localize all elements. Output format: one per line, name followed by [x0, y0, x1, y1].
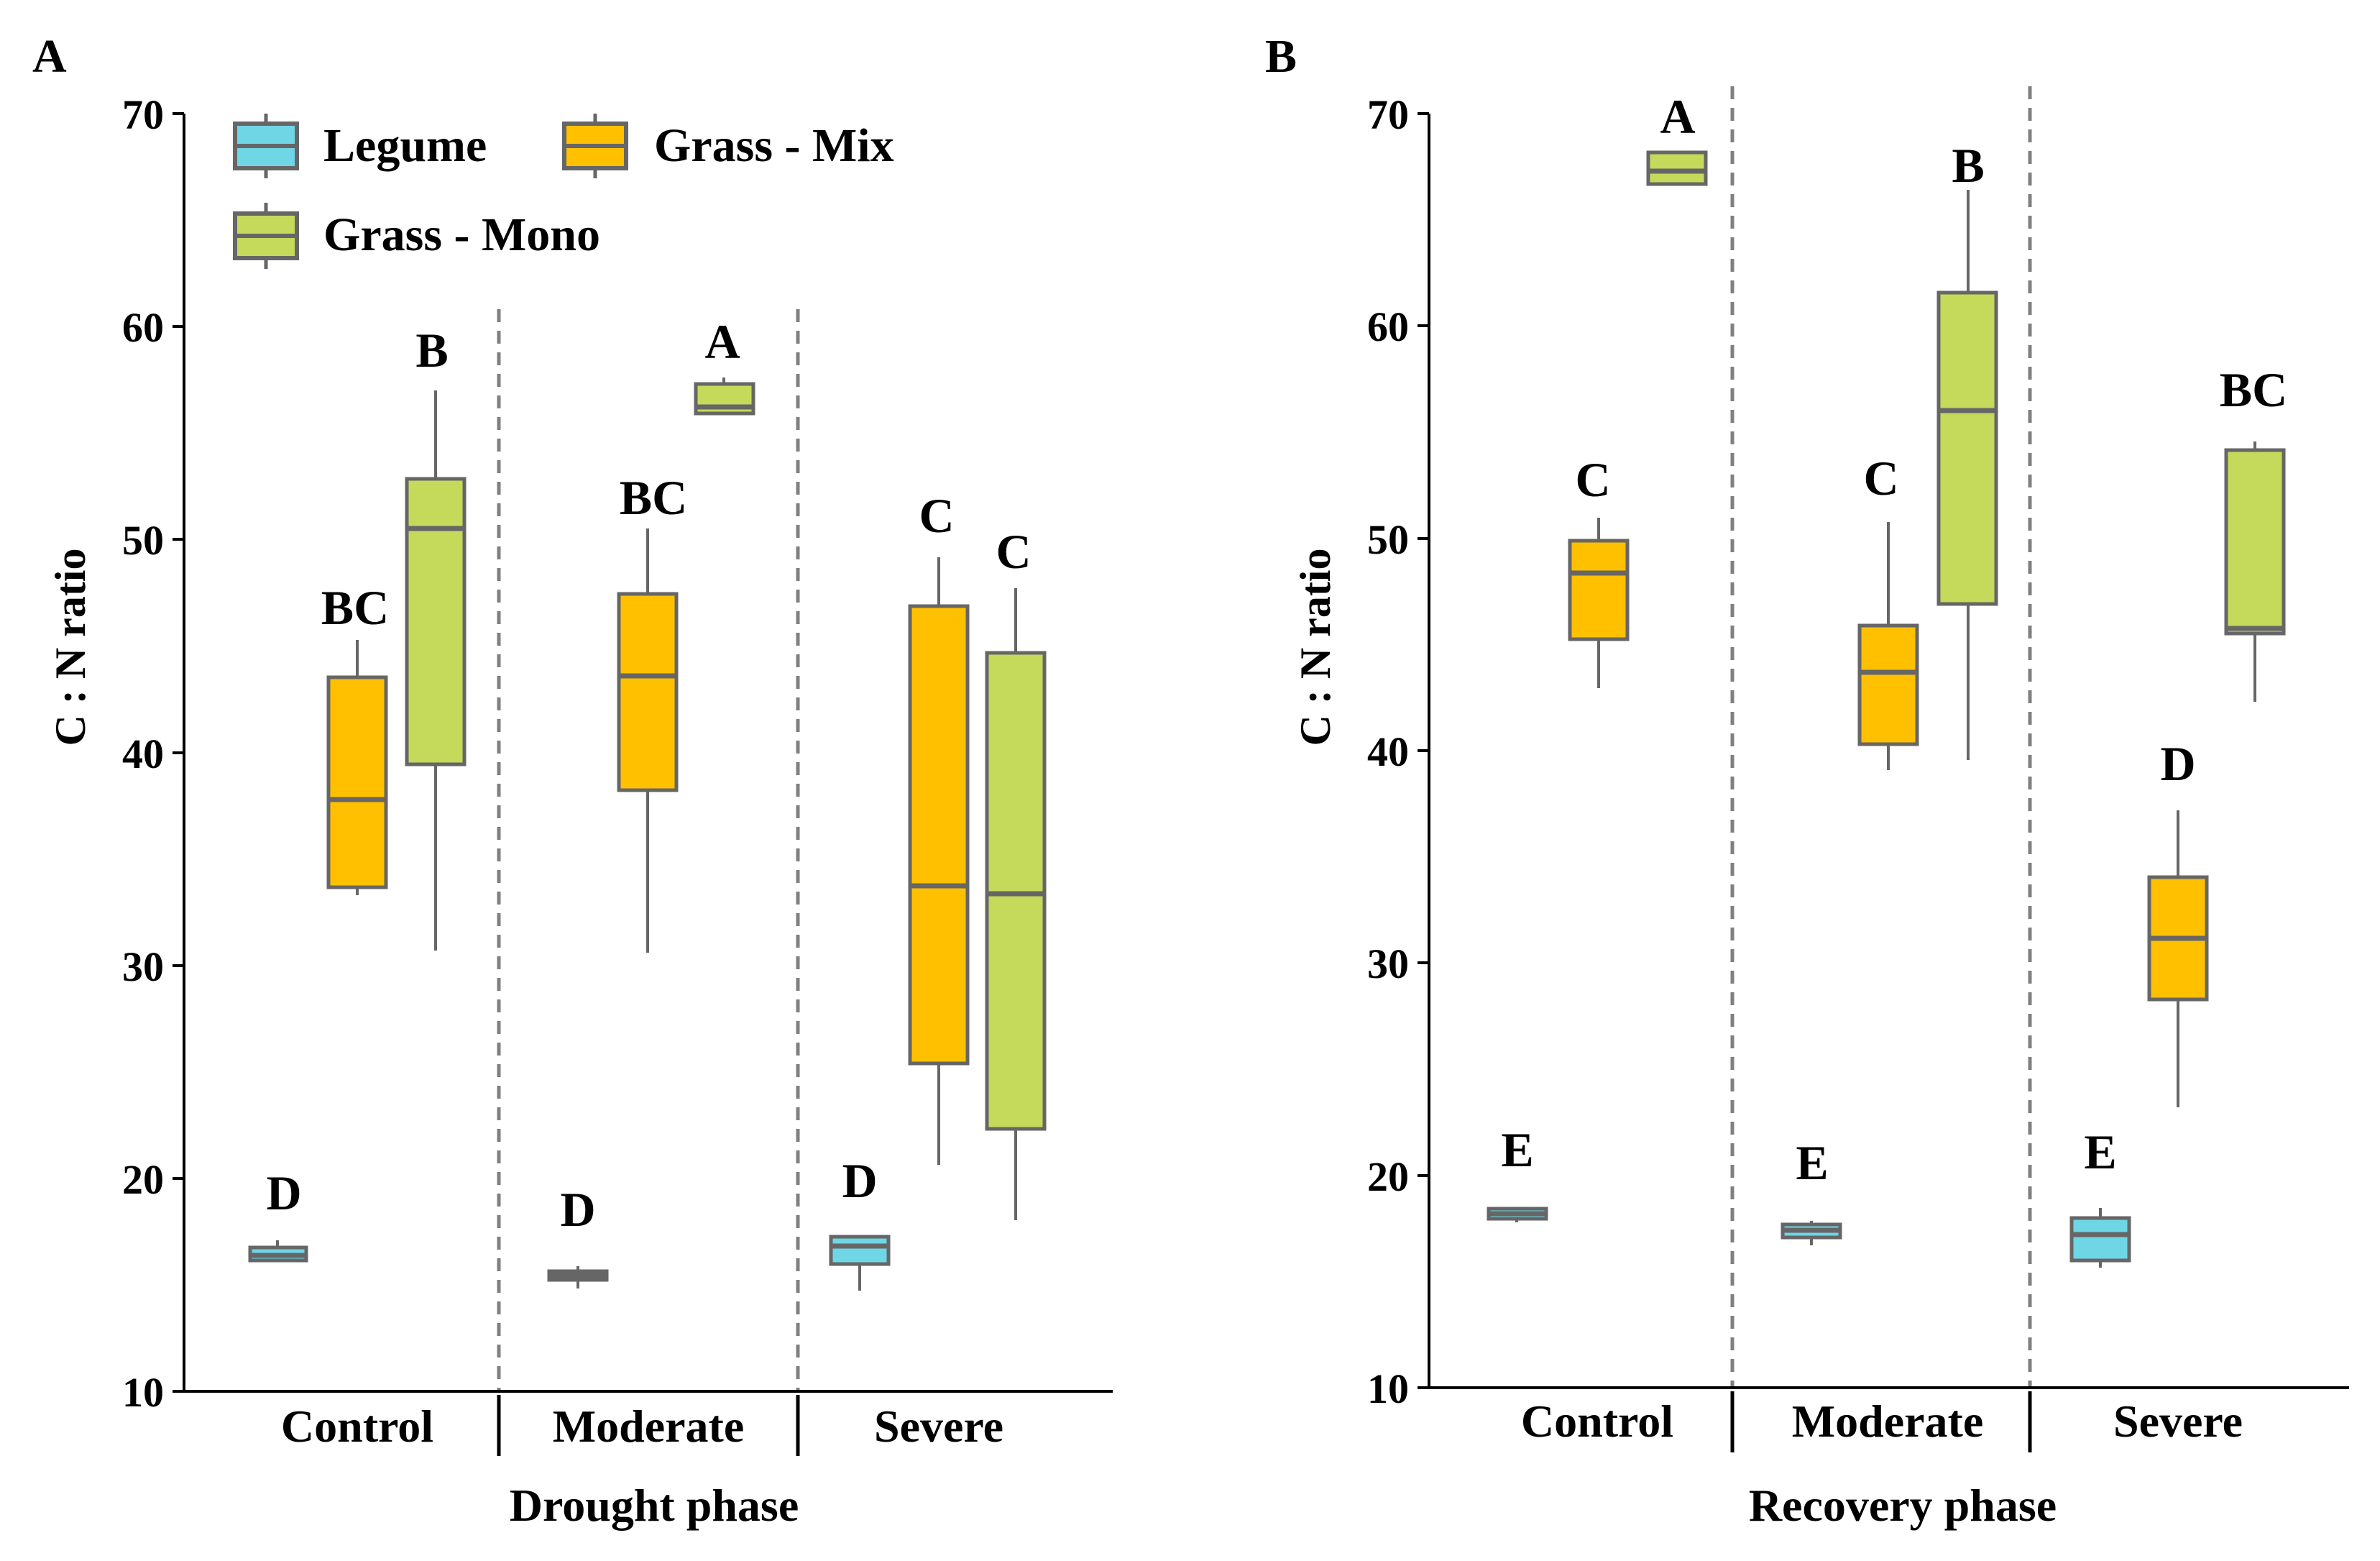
letter-b-mono-severe: BC	[2220, 362, 2287, 417]
legend-label-legume: Legume	[323, 119, 487, 172]
panel-a-ylabel: C : N ratio	[47, 549, 94, 746]
legend: Legume Grass - Mix Grass - Mono	[233, 114, 894, 269]
box-a-mix-severe: C	[908, 488, 970, 1165]
ytick-label: 20	[122, 1156, 164, 1203]
xtick-label-control: Control	[281, 1401, 433, 1452]
letter-b-legume-moderate: E	[1796, 1135, 1828, 1190]
letter-b-mono-moderate: B	[1952, 138, 1984, 193]
ytick-label: 40	[122, 731, 164, 777]
panel-a-xlabel: Drought phase	[510, 1480, 799, 1531]
panel-a-boxes: D D D BC	[248, 314, 1047, 1291]
box-a-mix-severe-iqr	[908, 604, 970, 1066]
ytick-label: 10	[1367, 1365, 1409, 1412]
ytick-label: 50	[122, 517, 164, 564]
box-b-legume-control: E	[1487, 1122, 1548, 1222]
box-b-mono-control-iqr	[1646, 150, 1708, 186]
box-a-legume-control: D	[248, 1166, 308, 1263]
box-b-mix-severe: D	[2147, 736, 2209, 1107]
ytick-label: 60	[1367, 303, 1409, 350]
box-a-mix-control: BC	[321, 580, 389, 895]
legend-item-grass-mix: Grass - Mix	[562, 114, 894, 178]
xtick-label-control: Control	[1521, 1396, 1673, 1447]
box-b-mix-moderate: C	[1857, 451, 1919, 770]
panel-b-xticks: Control Moderate Severe	[1521, 1391, 2243, 1452]
box-a-mono-severe-iqr	[985, 651, 1047, 1131]
letter-b-legume-severe: E	[2084, 1125, 2116, 1179]
legend-label-grass-mono: Grass - Mono	[323, 209, 600, 261]
box-b-mono-severe: BC	[2220, 362, 2287, 702]
letter-b-mix-control: C	[1575, 452, 1610, 507]
panel-a-yticks: 10 20 30 40 50 60 70	[122, 91, 184, 1416]
legend-item-legume: Legume	[233, 114, 487, 178]
ytick-label: 10	[122, 1369, 164, 1416]
panel-a-xticks: Control Moderate Severe	[281, 1395, 1003, 1456]
panel-a-axes: 10 20 30 40 50 60 70 Control Moderate Se…	[122, 91, 1113, 1456]
box-b-legume-severe: E	[2069, 1125, 2131, 1268]
box-b-mix-moderate-iqr	[1857, 623, 1919, 746]
letter-a-mono-control: B	[415, 323, 448, 377]
letter-b-legume-control: E	[1501, 1122, 1533, 1177]
panel-a-label: A	[32, 30, 67, 83]
legend-label-grass-mix: Grass - Mix	[654, 119, 894, 172]
box-b-mono-control: A	[1646, 89, 1708, 186]
ytick-label: 30	[1367, 940, 1409, 987]
ytick-label: 60	[122, 304, 164, 351]
letter-a-mono-severe: C	[996, 524, 1031, 579]
box-a-legume-moderate: D	[547, 1182, 609, 1288]
letter-b-mix-moderate: C	[1863, 451, 1898, 505]
legend-item-grass-mono: Grass - Mono	[233, 203, 600, 269]
panel-a-gridlines	[497, 309, 800, 1391]
ytick-label: 40	[1367, 728, 1409, 775]
box-b-legume-moderate: E	[1781, 1135, 1842, 1245]
ytick-label: 50	[1367, 516, 1409, 563]
letter-a-legume-control: D	[266, 1166, 301, 1220]
box-a-legume-severe-iqr	[829, 1235, 891, 1266]
panel-b-ylabel: C : N ratio	[1292, 549, 1339, 746]
box-a-mix-moderate: BC	[617, 470, 687, 953]
xtick-label-moderate: Moderate	[1792, 1396, 1984, 1447]
ytick-label: 70	[122, 91, 164, 138]
ytick-label: 30	[122, 943, 164, 990]
letter-a-legume-moderate: D	[560, 1182, 595, 1237]
panel-b-xlabel: Recovery phase	[1749, 1480, 2057, 1531]
panel-b-label: B	[1265, 30, 1297, 83]
letter-a-mono-moderate: A	[704, 314, 740, 369]
panel-a: A C : N ratio Drought phase D D	[32, 30, 1113, 1531]
box-a-mix-control-iqr	[326, 675, 388, 889]
ytick-label: 20	[1367, 1153, 1409, 1200]
box-a-mono-control-iqr	[405, 477, 467, 766]
panel-b-yticks: 10 20 30 40 50 60 70	[1367, 91, 1429, 1412]
xtick-label-moderate: Moderate	[553, 1401, 745, 1452]
box-b-mono-moderate: B	[1936, 138, 1998, 760]
letter-a-legume-severe: D	[842, 1153, 877, 1208]
box-a-mono-severe: C	[985, 524, 1047, 1220]
panel-b-boxes: E E E C	[1487, 89, 2287, 1268]
box-b-mix-control-iqr	[1568, 539, 1630, 641]
xtick-label-severe: Severe	[874, 1401, 1003, 1452]
box-b-mono-moderate-iqr	[1936, 290, 1998, 606]
box-b-mono-severe-iqr	[2224, 448, 2286, 636]
letter-b-mono-control: A	[1660, 89, 1695, 144]
box-a-mono-moderate: A	[694, 314, 755, 416]
panel-b-axes: 10 20 30 40 50 60 70 Control Moderate Se…	[1367, 91, 2349, 1452]
letter-a-mix-severe: C	[919, 488, 954, 543]
box-a-mix-moderate-iqr	[617, 592, 679, 792]
box-a-legume-severe: D	[829, 1153, 891, 1291]
ytick-label: 70	[1367, 91, 1409, 138]
letter-a-mix-control: BC	[321, 580, 389, 635]
xtick-label-severe: Severe	[2113, 1396, 2243, 1447]
panel-b: B C : N ratio Recovery phase E E	[1265, 30, 2349, 1531]
box-b-mix-control: C	[1568, 452, 1630, 688]
panel-b-gridlines	[1730, 86, 2032, 1388]
letter-b-mix-severe: D	[2160, 736, 2195, 791]
box-b-legume-severe-iqr	[2069, 1216, 2131, 1263]
letter-a-mix-moderate: BC	[620, 470, 687, 525]
box-a-mono-control: B	[405, 323, 467, 951]
